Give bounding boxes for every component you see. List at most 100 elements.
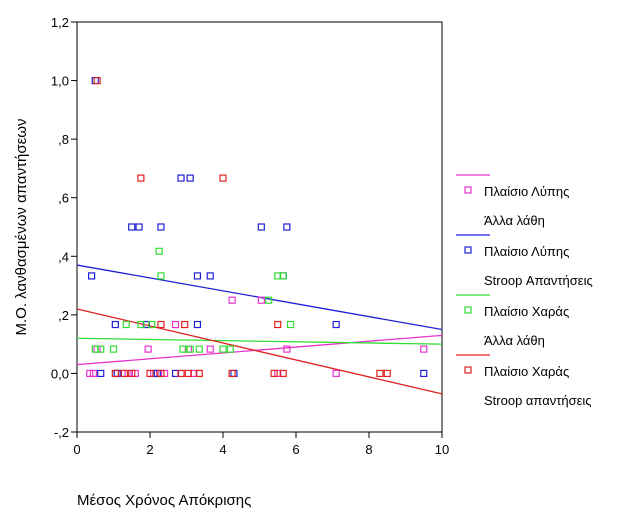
data-point xyxy=(274,320,282,329)
fit-line xyxy=(76,337,443,345)
data-point xyxy=(157,369,165,378)
data-point xyxy=(376,369,384,378)
data-point xyxy=(109,345,118,353)
legend-marker-swatch xyxy=(464,366,472,374)
data-points xyxy=(86,76,428,378)
legend-item: Πλαίσιο Χαράς Stroop απαντήσεις xyxy=(456,354,592,408)
data-point xyxy=(257,223,265,231)
data-point xyxy=(93,345,101,353)
data-point xyxy=(120,369,129,378)
legend-item: Πλαίσιο Χαράς Άλλα λάθη xyxy=(456,294,569,348)
data-point xyxy=(219,174,227,182)
legend: Πλαίσιο Λύπης Άλλα λάθη Πλαίσιο Λύπης Stroo… xyxy=(456,174,593,408)
plot-area-frame xyxy=(76,21,443,433)
x-tick-label: 10 xyxy=(435,442,449,457)
data-point xyxy=(179,345,187,353)
data-point xyxy=(181,320,189,329)
data-point xyxy=(186,345,194,353)
y-tick-label: ,2 xyxy=(58,308,69,323)
data-point xyxy=(184,369,192,378)
data-point xyxy=(186,174,194,182)
data-point xyxy=(157,223,165,231)
data-point xyxy=(153,369,161,378)
data-point xyxy=(283,223,291,231)
data-point xyxy=(146,369,154,378)
x-tick-label: 8 xyxy=(365,442,372,457)
data-point xyxy=(111,320,119,329)
data-point xyxy=(206,272,214,280)
x-axis-title: Μέσος Χρόνος Απόκρισης xyxy=(77,492,251,509)
data-point xyxy=(131,369,139,378)
data-point xyxy=(113,369,121,378)
x-tick-label: 6 xyxy=(292,442,299,457)
legend-item: Πλαίσιο Λύπης Stroop Απαντήσεις xyxy=(456,234,593,288)
y-tick-label: -,2 xyxy=(54,425,69,440)
data-point xyxy=(157,272,165,280)
data-point xyxy=(89,369,98,378)
fit-line xyxy=(76,308,443,395)
data-point xyxy=(193,272,202,280)
data-point xyxy=(420,369,428,378)
data-point xyxy=(279,272,287,280)
data-point xyxy=(128,223,136,231)
data-point xyxy=(265,296,273,304)
data-point xyxy=(150,369,158,378)
y-tick-label: ,4 xyxy=(58,249,69,264)
y-tick-label: ,6 xyxy=(58,191,69,206)
y-tick-label: 1,0 xyxy=(51,74,69,89)
data-point xyxy=(383,369,391,378)
legend-label-line1: Πλαίσιο Χαράς xyxy=(484,364,569,379)
data-point xyxy=(155,247,163,255)
y-tick-label: 1,2 xyxy=(51,15,69,30)
data-point xyxy=(195,345,203,353)
data-point xyxy=(87,272,96,280)
data-point xyxy=(206,345,214,353)
legend-marker-swatch xyxy=(464,186,472,194)
data-point xyxy=(283,345,291,353)
data-point xyxy=(219,345,227,353)
data-point xyxy=(195,369,203,378)
data-point xyxy=(137,320,145,329)
data-point xyxy=(332,369,340,378)
data-point xyxy=(230,369,238,378)
data-point xyxy=(113,369,121,378)
data-point xyxy=(228,369,236,378)
data-point xyxy=(226,345,234,353)
legend-label-line2: Άλλα λάθη xyxy=(484,213,545,228)
data-point xyxy=(270,369,278,378)
legend-label-line1: Πλαίσιο Λύπης xyxy=(484,184,569,199)
data-point xyxy=(228,296,236,304)
data-point xyxy=(97,369,105,378)
data-point xyxy=(286,320,295,329)
data-point xyxy=(144,345,152,353)
data-point xyxy=(193,320,202,329)
data-point xyxy=(177,369,185,378)
y-tick-label: ,8 xyxy=(58,132,69,147)
fit-line xyxy=(76,334,443,366)
data-point xyxy=(279,369,287,378)
data-point xyxy=(91,76,99,85)
data-point xyxy=(257,296,265,304)
legend-label-line2: Άλλα λάθη xyxy=(484,333,545,348)
data-point xyxy=(332,320,340,329)
y-axis-ticks: -,2 0,0 ,2 ,4 ,6 ,8 1,0 1,2 xyxy=(51,15,77,440)
data-point xyxy=(86,369,94,378)
legend-item: Πλαίσιο Λύπης Άλλα λάθη xyxy=(456,174,569,228)
legend-marker-swatch xyxy=(464,306,472,314)
data-point xyxy=(161,369,169,378)
legend-label-line1: Πλαίσιο Χαράς xyxy=(484,304,569,319)
legend-marker-swatch xyxy=(464,246,472,254)
data-point xyxy=(124,369,132,378)
data-point xyxy=(420,345,428,353)
x-tick-label: 4 xyxy=(219,442,226,457)
data-point xyxy=(122,320,130,329)
legend-label-line1: Πλαίσιο Λύπης xyxy=(484,244,569,259)
data-point xyxy=(137,174,145,182)
data-point xyxy=(171,320,180,329)
fit-lines xyxy=(76,264,443,395)
data-point xyxy=(148,320,156,329)
data-point xyxy=(93,76,101,85)
data-point xyxy=(177,174,185,182)
x-axis-ticks: 0 2 4 6 8 10 xyxy=(73,432,449,457)
